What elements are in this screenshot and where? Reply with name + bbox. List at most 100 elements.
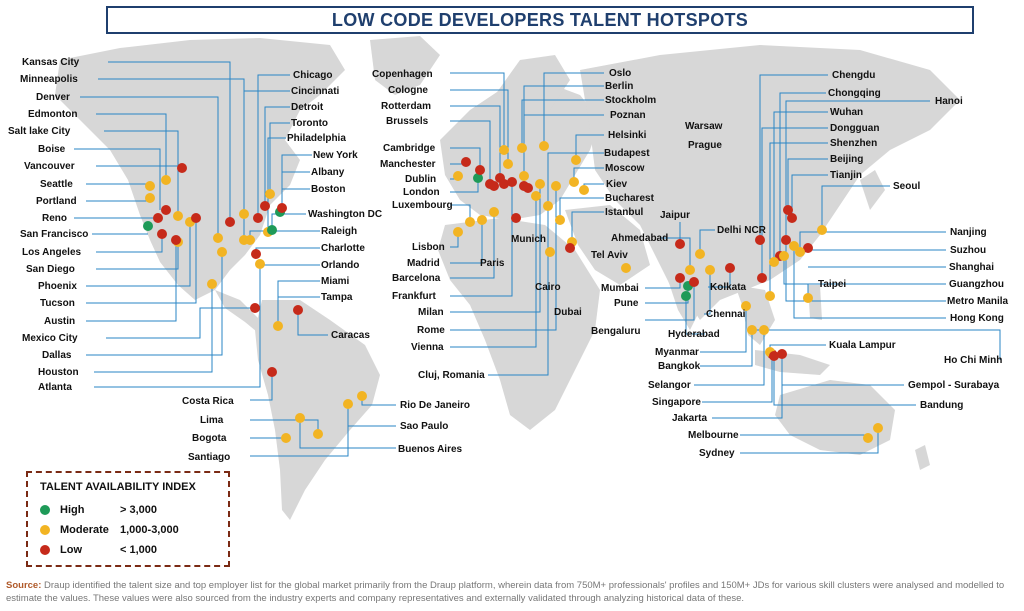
city-dot-wuhan <box>769 257 779 267</box>
leader-line <box>704 270 711 315</box>
label-hyderabad: Hyderabad <box>668 329 720 340</box>
city-dot-moscow <box>569 177 579 187</box>
label-budapest: Budapest <box>604 148 650 159</box>
leader-line <box>787 158 828 210</box>
leader-line <box>708 268 731 288</box>
label-manchester: Manchester <box>380 159 436 170</box>
city-dot-washington-dc <box>267 225 277 235</box>
city-dot-shenzhen <box>765 291 775 301</box>
title-banner: LOW CODE DEVELOPERS TALENT HOTSPOTS <box>106 6 974 34</box>
city-dot-austin <box>171 235 181 245</box>
city-dot-munich <box>511 213 521 223</box>
legend-row-moderate: Moderate 1,000-3,000 <box>40 523 179 537</box>
city-dot-prague <box>523 183 533 193</box>
city-dot-madrid <box>477 215 487 225</box>
city-dot-tianjin <box>787 213 797 223</box>
leader-line <box>281 188 310 208</box>
city-dot-toronto <box>265 189 275 199</box>
city-dot-rome <box>551 181 561 191</box>
city-dot-bangkok <box>747 325 757 335</box>
label-kansas-city: Kansas City <box>22 57 80 68</box>
city-dot-jaipur <box>675 239 685 249</box>
city-dot-dubai <box>621 263 631 273</box>
leader-line <box>80 96 219 238</box>
legend-range-moderate: 1,000-3,000 <box>120 524 179 536</box>
city-dot-copenhagen <box>499 145 509 155</box>
city-dot-bandung <box>769 351 779 361</box>
label-mumbai: Mumbai <box>601 283 639 294</box>
leader-line <box>779 92 826 256</box>
label-shanghai: Shanghai <box>949 262 995 273</box>
label-nanjing: Nanjing <box>950 227 987 238</box>
africa-landmass <box>438 218 600 430</box>
legend-row-low: Low < 1,000 <box>40 543 157 557</box>
leader-line <box>702 354 773 403</box>
label-madrid: Madrid <box>407 258 440 269</box>
leader-line <box>700 306 747 353</box>
label-cluj-romania: Cluj, Romania <box>418 370 485 381</box>
label-tel-aviv: Tel Aviv <box>591 250 628 261</box>
city-dot-chennai <box>705 265 715 275</box>
leader-line <box>255 247 320 254</box>
city-dot-amsterdam <box>499 179 509 189</box>
label-bandung: Bandung <box>920 400 964 411</box>
leader-line <box>575 134 604 160</box>
label-reno: Reno <box>42 213 67 224</box>
leader-line <box>106 307 255 339</box>
label-shenzhen: Shenzhen <box>830 138 878 149</box>
leader-line <box>791 174 828 218</box>
label-rome: Rome <box>417 325 445 336</box>
leader-line <box>773 356 916 406</box>
city-dot-metro-manila <box>781 235 791 245</box>
leader-line <box>450 89 509 164</box>
south-america-landmass <box>255 300 380 520</box>
city-dot-luxembourg <box>465 217 475 227</box>
city-dot-barcelona <box>489 207 499 217</box>
city-dot-mumbai <box>675 273 685 283</box>
leader-line <box>821 185 890 230</box>
leader-line <box>277 280 320 326</box>
label-bangkok: Bangkok <box>658 361 701 372</box>
leader-line <box>74 148 161 210</box>
label-chicago: Chicago <box>293 70 333 81</box>
label-philadelphia: Philadelphia <box>287 133 346 144</box>
legend-dot-moderate <box>40 525 50 535</box>
leader-line <box>450 147 481 170</box>
leader-line <box>250 372 273 401</box>
city-dot-minneapolis <box>239 209 249 219</box>
label-portland: Portland <box>36 196 77 207</box>
label-metro-manila: Metro Manila <box>947 296 1009 307</box>
source-text: Draup identified the talent size and top… <box>6 580 1005 604</box>
legend-label-high: High <box>60 504 85 516</box>
city-dot-dublin <box>453 171 463 181</box>
label-los-angeles: Los Angeles <box>22 247 82 258</box>
label-rio-de-janeiro: Rio De Janeiro <box>400 400 471 411</box>
label-suzhou: Suzhou <box>950 245 987 256</box>
leader-line <box>257 74 290 218</box>
label-ahmedabad: Ahmedabad <box>611 233 669 244</box>
north-america-landmass <box>55 38 345 300</box>
city-dot-denver <box>213 233 223 243</box>
label-selangor: Selangor <box>648 380 691 391</box>
label-caracas: Caracas <box>331 330 370 341</box>
label-pune: Pune <box>614 298 639 309</box>
city-dot-boston <box>277 203 287 213</box>
city-dot-hyderabad <box>681 291 691 301</box>
city-dot-san-francisco <box>143 221 153 231</box>
city-dot-dongguan <box>757 273 767 283</box>
leader-line <box>94 284 213 373</box>
label-detroit: Detroit <box>291 102 324 113</box>
label-edmonton: Edmonton <box>28 109 78 120</box>
leader-line <box>86 222 191 287</box>
legend-dot-high <box>40 505 50 515</box>
leader-line <box>94 264 261 388</box>
label-sao-paulo: Sao Paulo <box>400 421 449 432</box>
leader-line <box>694 330 765 386</box>
legend-title: TALENT AVAILABILITY INDEX <box>40 481 196 493</box>
city-dot-kansas-city <box>225 217 235 227</box>
city-dot-houston <box>207 279 217 289</box>
label-lisbon: Lisbon <box>412 242 445 253</box>
city-dot-guangzhou <box>779 251 789 261</box>
city-dot-vienna <box>531 191 541 201</box>
city-dot-santiago <box>343 399 353 409</box>
